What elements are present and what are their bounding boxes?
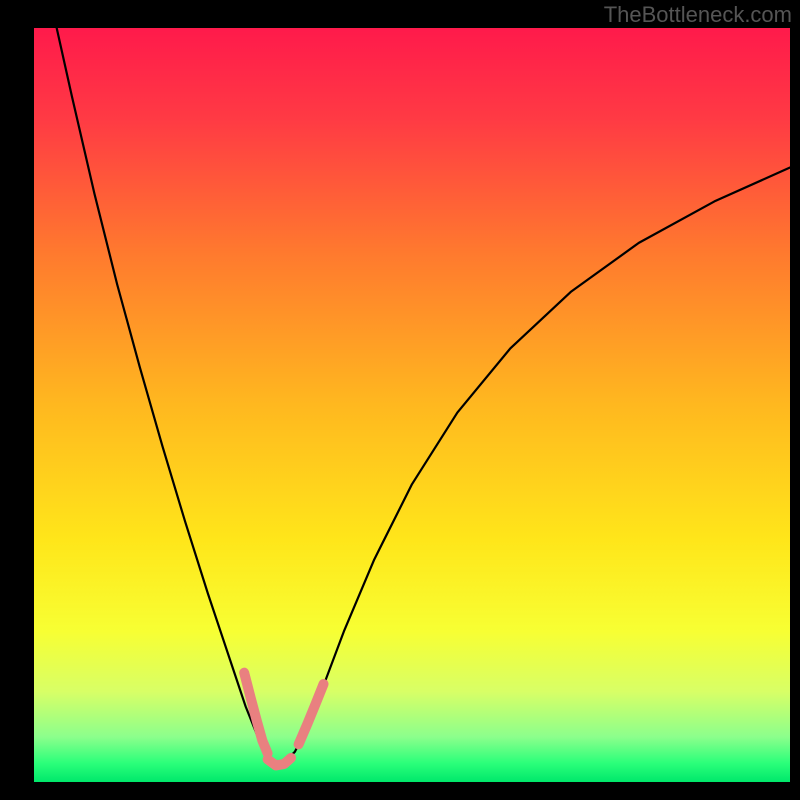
plot-background	[34, 28, 790, 782]
chart-frame: TheBottleneck.com	[0, 0, 800, 800]
watermark-text: TheBottleneck.com	[604, 2, 792, 28]
bottleneck-chart	[0, 0, 800, 800]
